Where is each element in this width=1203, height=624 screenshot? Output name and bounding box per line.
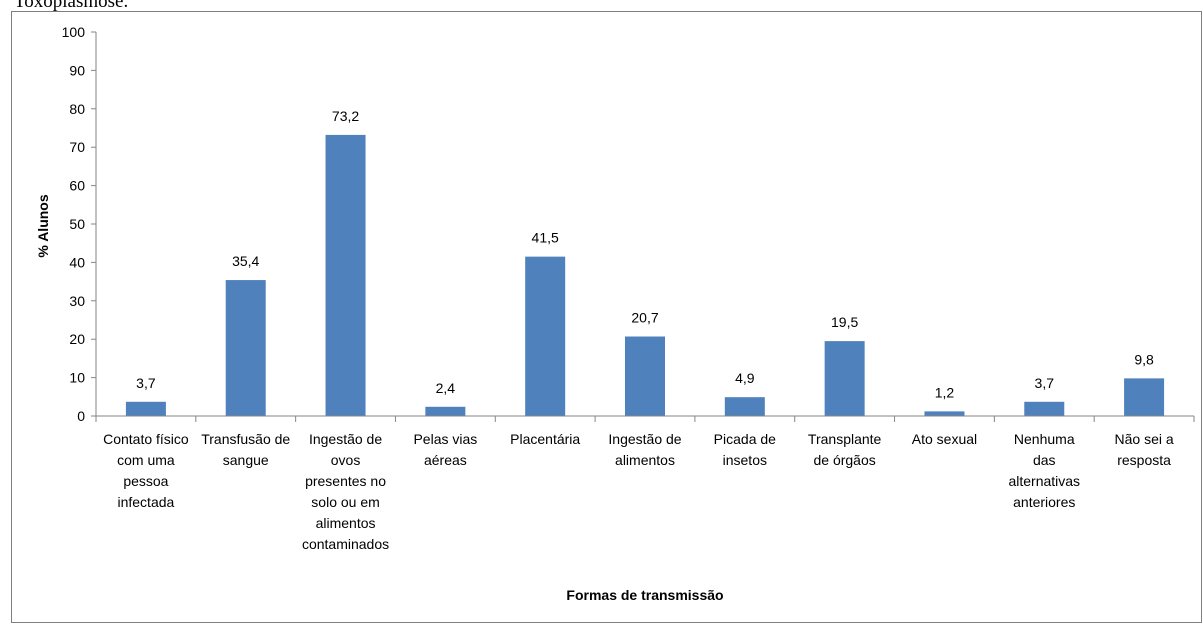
x-category-label-line: alternativas (1008, 473, 1080, 489)
bars: 3,7 35,4 73,2 2,4 41,5 20,7 4,9 19,5 1,2 3,7 9,8 (125, 108, 1165, 417)
x-category-label: Ato sexual (912, 431, 977, 447)
y-axis: 0 10 20 30 40 50 60 70 80 90 100 (62, 24, 97, 424)
x-category-label: Ingestão de alimentos (608, 431, 681, 468)
x-category-label-line: sangue (223, 452, 269, 468)
bar (824, 341, 865, 416)
y-tick-label: 10 (69, 370, 85, 386)
x-category-label-line: alimentos (316, 515, 376, 531)
bar (1124, 378, 1165, 416)
bar (225, 280, 266, 416)
bar-value-label: 1,2 (935, 384, 955, 400)
x-category-label-line: insetos (723, 452, 767, 468)
x-category-label-line: resposta (1117, 452, 1171, 468)
chart-frame (11, 11, 1202, 623)
x-category-label-line: Nenhuma (1014, 431, 1075, 447)
x-category-label-line: Ato sexual (912, 431, 977, 447)
y-tick-label: 30 (69, 293, 85, 309)
bar-value-label: 4,9 (735, 370, 755, 386)
x-category-label-line: Não sei a (1115, 431, 1174, 447)
bar-value-label: 20,7 (631, 310, 658, 326)
bar-value-label: 3,7 (1035, 375, 1055, 391)
x-category-label-line: Transplante (808, 431, 882, 447)
x-category-label-line: de órgãos (813, 452, 875, 468)
x-axis-title: Formas de transmissão (566, 587, 723, 603)
x-category-label-line: Pelas vias (413, 431, 477, 447)
x-category-label-line: pessoa (123, 473, 168, 489)
x-category-label-line: contaminados (302, 536, 389, 552)
bar-value-label: 3,7 (136, 375, 156, 391)
x-category-label-line: solo ou em (311, 494, 379, 510)
x-category-label: Placentária (510, 431, 580, 447)
bar (625, 336, 665, 416)
x-category-label: Não sei a resposta (1115, 431, 1174, 468)
bar (724, 397, 765, 416)
x-category-label-line: com uma (117, 452, 175, 468)
bar (525, 256, 566, 416)
x-category-label: Ingestão de ovos presentes no solo ou em ali… (302, 431, 389, 552)
x-category-label-line: das (1033, 452, 1056, 468)
x-category-label: Nenhuma das alternativas anteriores (1008, 431, 1080, 510)
x-category-label-line: presentes no (305, 473, 386, 489)
figure-caption: Toxoplasmose. (14, 0, 129, 12)
x-category-label-line: Ingestão de (309, 431, 382, 447)
x-category-label-line: Ingestão de (608, 431, 681, 447)
y-tick-label: 20 (69, 331, 85, 347)
y-tick-label: 60 (69, 178, 85, 194)
bar-value-label: 2,4 (436, 380, 456, 396)
bar-value-label: 19,5 (831, 314, 858, 330)
bar (425, 406, 466, 416)
bar (924, 411, 965, 416)
bar (1024, 401, 1065, 416)
y-tick-label: 90 (69, 62, 85, 78)
x-category-label-line: Picada de (714, 431, 776, 447)
x-category-label: Picada de insetos (714, 431, 776, 468)
x-category-label-line: alimentos (615, 452, 675, 468)
x-axis: Contato físico com uma pessoa infectada Tran… (95, 415, 1195, 552)
x-category-label-line: Placentária (510, 431, 580, 447)
x-category-label-line: infectada (117, 494, 174, 510)
x-category-label-line: anteriores (1013, 494, 1075, 510)
y-tick-label: 80 (69, 101, 85, 117)
x-category-label: Contato físico com uma pessoa infectada (103, 431, 189, 510)
bar (325, 134, 366, 417)
x-category-label-line: aéreas (424, 452, 467, 468)
bar-value-label: 41,5 (532, 230, 559, 246)
x-category-label: Pelas vias aéreas (413, 431, 477, 468)
bar-value-label: 35,4 (232, 253, 259, 269)
y-axis-title: % Alunos (35, 194, 51, 257)
y-tick-label: 40 (69, 254, 85, 270)
y-tick-label: 50 (69, 216, 85, 232)
x-category-label: Transplante de órgãos (808, 431, 882, 468)
x-category-label-line: Contato físico (103, 431, 189, 447)
x-category-label: Transfusão de sangue (201, 431, 290, 468)
x-category-label-line: Transfusão de (201, 431, 290, 447)
bar-value-label: 73,2 (332, 108, 359, 124)
y-tick-label: 0 (77, 408, 85, 424)
y-tick-label: 70 (69, 139, 85, 155)
bar (125, 401, 166, 416)
x-category-label-line: ovos (331, 452, 361, 468)
bar-value-label: 9,8 (1134, 351, 1154, 367)
y-tick-label: 100 (62, 24, 86, 40)
